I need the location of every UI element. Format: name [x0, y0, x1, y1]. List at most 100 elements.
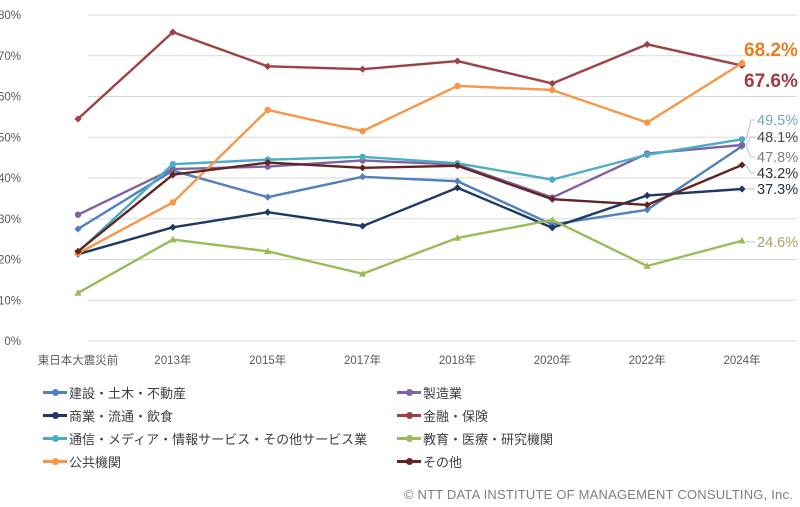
data-point [74, 115, 82, 123]
data-point [453, 177, 462, 185]
legend-label: 建設・土木・不動産 [69, 386, 187, 401]
data-point [74, 211, 82, 218]
legend-marker-icon [43, 458, 67, 465]
x-axis-tick-label: 2020年 [534, 353, 571, 367]
data-point [358, 65, 367, 73]
copyright-text: © NTT DATA INSTITUTE OF MANAGEMENT CONSU… [403, 487, 793, 502]
data-point [643, 201, 651, 209]
data-point [738, 236, 746, 244]
x-axis-tick-label: 2024年 [723, 353, 760, 367]
data-point [738, 59, 746, 67]
y-axis-tick-label: 60% [0, 92, 21, 104]
end-value-label: 47.8% [757, 150, 798, 166]
data-point [643, 206, 651, 214]
legend-item: 建設・土木・不動産 [43, 383, 397, 402]
data-point [264, 193, 272, 201]
y-axis-tick-label: 30% [0, 214, 21, 226]
y-axis-tick-label: 80% [0, 10, 21, 22]
data-point [738, 141, 746, 149]
series-line-2 [76, 186, 744, 256]
x-axis-tick-label: 東日本大震災前 [38, 353, 119, 367]
y-axis-tick-label: 50% [0, 132, 21, 144]
data-point [264, 106, 271, 114]
data-point [359, 127, 366, 135]
data-point [169, 165, 177, 173]
legend-marker-icon [397, 458, 421, 465]
data-point [738, 185, 746, 193]
data-point [169, 160, 177, 168]
data-point [74, 225, 82, 233]
data-point [264, 158, 272, 167]
x-axis-tick-label: 2015年 [249, 353, 286, 367]
y-axis-tick-label: 40% [0, 173, 21, 185]
legend-marker-icon [43, 412, 67, 419]
data-point [358, 222, 367, 230]
data-point [643, 151, 651, 158]
legend-marker-icon [397, 412, 421, 419]
data-point [454, 82, 461, 90]
label-leader-line [745, 145, 755, 158]
data-point [643, 191, 651, 200]
data-point [169, 223, 177, 231]
legend-label: 製造業 [423, 386, 463, 401]
x-axis-tick-label: 2022年 [629, 353, 666, 367]
x-axis-tick-label: 2018年 [439, 353, 476, 367]
data-point [264, 62, 272, 70]
data-point [169, 171, 177, 179]
data-point [548, 224, 556, 232]
data-point [169, 199, 177, 206]
chart-legend: 建設・土木・不動産 製造業商業・流通・飲食 金融・保険通信・メディア・情報サービス・… [43, 381, 800, 473]
data-point [738, 161, 746, 169]
line-chart: 0% 10% 20% 30% 40% 50% 60% 70% 80% 東日本大震災前 2013年 20… [0, 10, 798, 367]
end-value-label: 49.5% [757, 113, 798, 129]
data-point [643, 262, 651, 269]
data-point [453, 162, 462, 170]
y-axis-tick-label: 10% [0, 295, 21, 307]
legend-marker-icon [43, 389, 67, 396]
legend-item: 金融・保険 [397, 406, 800, 425]
y-axis-tick-label: 0% [4, 336, 21, 348]
legend-label: その他 [423, 455, 463, 470]
x-axis-tick-label: 2013年 [154, 353, 191, 367]
data-point [453, 57, 462, 65]
series-line-3 [76, 30, 744, 121]
label-leader-line [745, 119, 755, 140]
series-line-1 [76, 143, 744, 216]
data-point [358, 173, 367, 181]
legend-label: 金融・保険 [423, 409, 489, 424]
legend-label: 商業・流通・飲食 [69, 409, 174, 424]
data-point [359, 153, 366, 161]
data-point [549, 176, 556, 183]
label-leader-line [745, 240, 755, 243]
series-line-7 [76, 161, 744, 253]
end-value-label: 48.1% [757, 130, 798, 146]
data-point [74, 247, 82, 255]
data-point [264, 247, 272, 255]
y-axis-tick-label: 70% [0, 51, 21, 63]
label-leader-line [745, 136, 755, 146]
y-axis-tick-label: 20% [0, 255, 21, 267]
end-value-label: 67.6% [744, 71, 798, 92]
data-point [549, 86, 556, 94]
label-leader-line [745, 164, 755, 174]
series-line-4 [76, 138, 744, 254]
data-point [453, 234, 462, 241]
end-value-label: 43.2% [757, 166, 798, 182]
end-value-label: 24.6% [757, 235, 798, 251]
data-point [548, 195, 556, 203]
data-point [264, 163, 271, 170]
legend-marker-icon [397, 389, 421, 396]
data-point [643, 119, 651, 126]
legend-marker-icon [43, 435, 67, 442]
series-line-6 [76, 61, 744, 255]
series-line-0 [76, 145, 744, 231]
legend-label: 教育・医療・研究機関 [423, 432, 554, 447]
end-value-label: 37.3% [757, 182, 798, 198]
legend-item: 通信・メディア・情報サービス・その他サービス業 [43, 429, 397, 448]
x-axis-tick-label: 2017年 [344, 353, 381, 367]
data-point [453, 184, 462, 192]
data-point [548, 79, 556, 88]
legend-item: その他 [397, 452, 800, 471]
end-value-label: 68.2% [744, 40, 798, 61]
legend-label: 通信・メディア・情報サービス・その他サービス業 [69, 432, 368, 447]
